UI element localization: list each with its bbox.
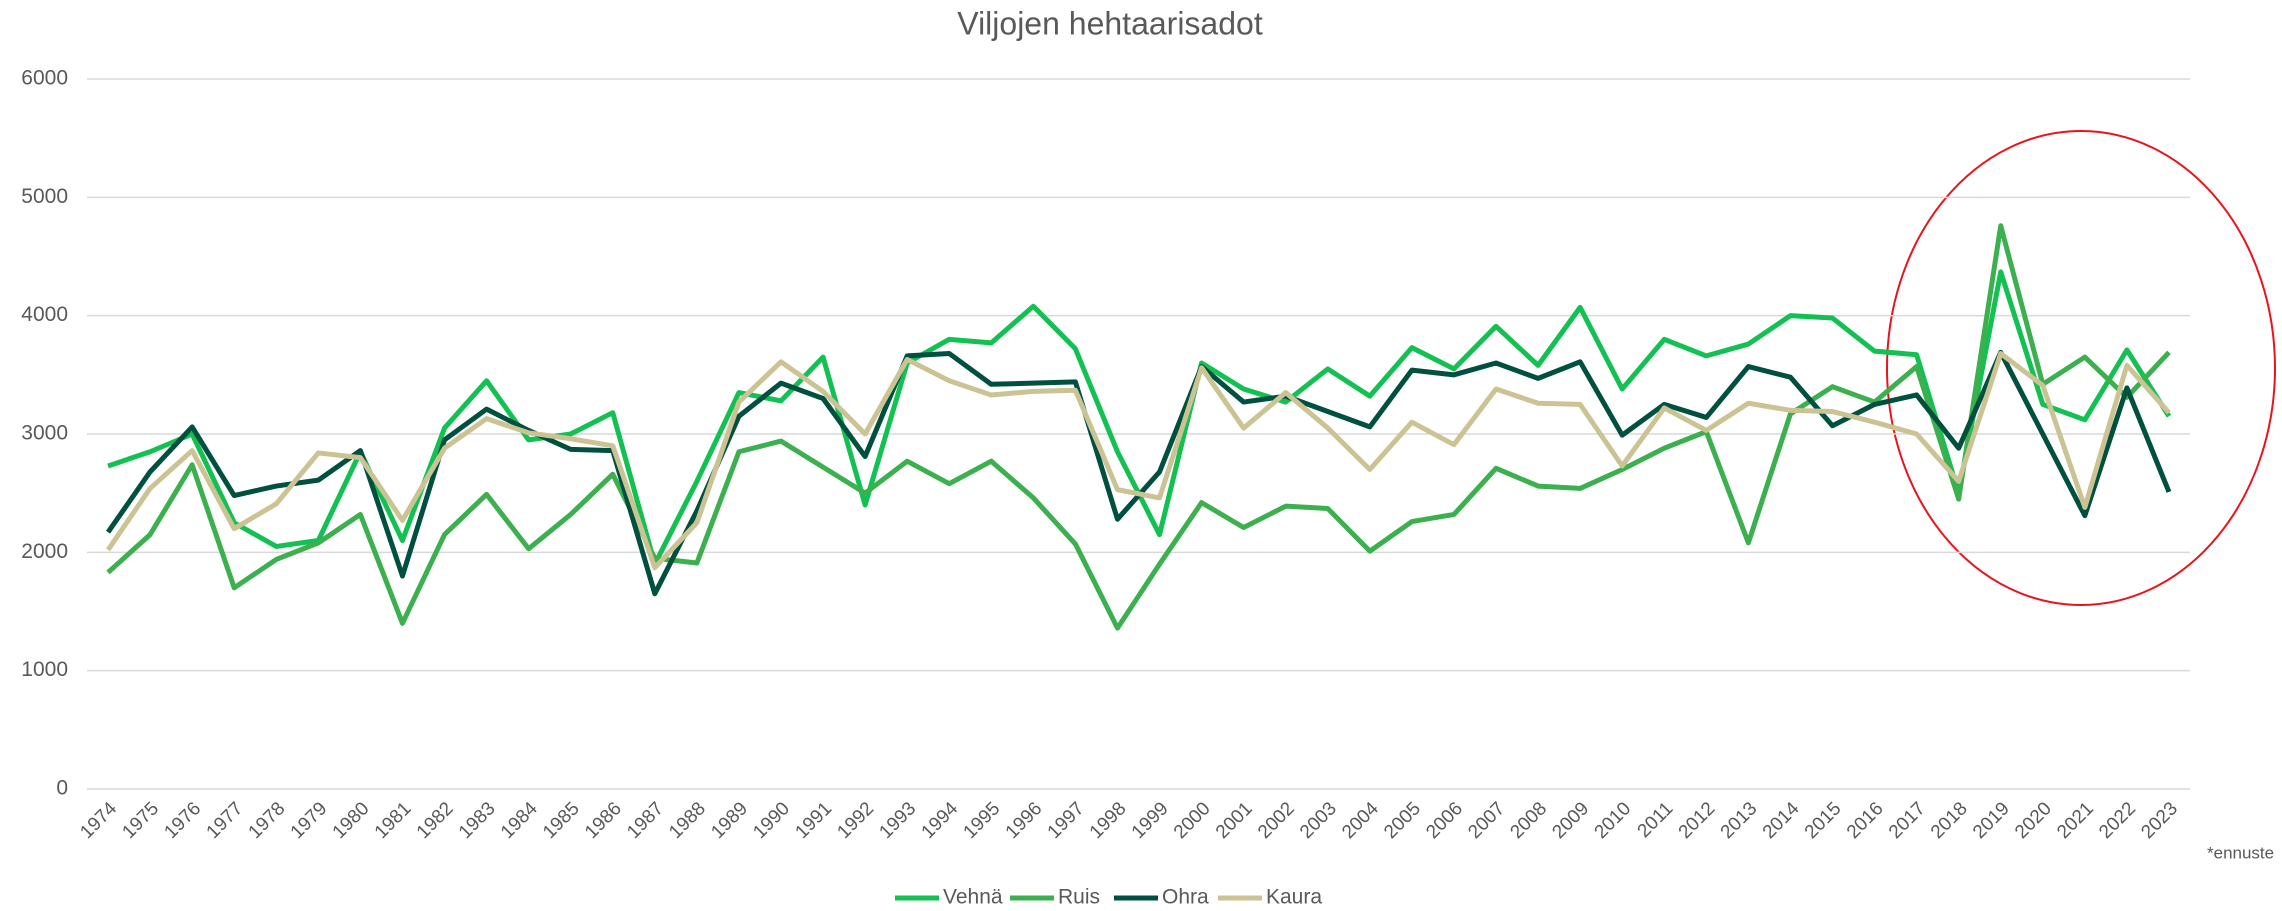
x-tick-label: 1991: [791, 798, 836, 843]
x-tick-label: 2022: [2095, 798, 2140, 843]
highlight-ellipse: [1886, 130, 2276, 606]
x-tick-label: 1980: [329, 798, 374, 843]
chart-title: Viljojen hehtaarisadot: [957, 5, 1263, 41]
x-tick-label: 2012: [1675, 798, 1720, 843]
y-tick-label: 5000: [21, 185, 68, 208]
x-tick-label: 1988: [665, 798, 710, 843]
x-tick-label: 2004: [1338, 798, 1383, 843]
y-tick-label: 2000: [21, 540, 68, 563]
y-tick-label: 1000: [21, 658, 68, 681]
x-tick-label: 1983: [455, 798, 500, 843]
x-tick-label: 2003: [1296, 798, 1341, 843]
legend-label: Vehnä: [943, 886, 1003, 909]
x-tick-label: 1981: [371, 798, 416, 843]
x-tick-label: 2015: [1801, 798, 1846, 843]
x-tick-label: 1997: [1044, 798, 1089, 843]
x-tick-label: 1989: [707, 798, 752, 843]
x-tick-label: 1978: [245, 798, 290, 843]
x-tick-label: 1974: [76, 798, 121, 843]
x-tick-label: 2019: [1969, 798, 2014, 843]
y-tick-label: 6000: [21, 67, 68, 90]
x-tick-label: 2021: [2053, 798, 2098, 843]
x-tick-label: 1987: [623, 798, 668, 843]
x-tick-label: 2013: [1717, 798, 1762, 843]
series-line: [105, 349, 2172, 597]
x-tick-label: 2020: [2011, 798, 2056, 843]
x-tick-label: 1982: [413, 798, 458, 843]
legend-label: Ohra: [1162, 886, 1209, 909]
x-tick-label: 1977: [203, 798, 248, 843]
x-tick-label: 1995: [960, 798, 1005, 843]
annotation: *ennuste: [2207, 843, 2274, 862]
x-tick-label: 2011: [1634, 798, 1678, 842]
x-tick-label: 2010: [1591, 798, 1636, 843]
x-tick-label: 1999: [1128, 798, 1173, 843]
x-tick-label: 2005: [1380, 798, 1425, 843]
x-tick-label: 2006: [1422, 798, 1467, 843]
x-tick-label: 1976: [160, 798, 205, 843]
x-tick-label: 2016: [1843, 798, 1888, 843]
y-tick-label: 4000: [21, 303, 68, 326]
x-tick-label: 2018: [1927, 798, 1972, 843]
series-line: [105, 351, 2171, 571]
x-tick-label: 2014: [1759, 798, 1804, 843]
x-tick-label: 1994: [918, 798, 963, 843]
series-line: [106, 223, 2171, 631]
x-tick-label: 1998: [1086, 798, 1131, 843]
legend-label: Ruis: [1058, 886, 1100, 909]
x-tick-label: 2007: [1464, 798, 1509, 843]
x-tick-label: 2001: [1212, 798, 1257, 843]
x-tick-label: 2009: [1548, 798, 1593, 843]
x-tick-label: 1979: [287, 798, 332, 843]
x-tick-label: 2002: [1254, 798, 1299, 843]
x-tick-label: 1986: [581, 798, 626, 843]
x-tick-label: 2017: [1885, 798, 1930, 843]
x-tick-label: 2000: [1170, 798, 1215, 843]
legend-label: Kaura: [1266, 886, 1322, 909]
x-tick-label: 1990: [749, 798, 794, 843]
x-tick-label: 2023: [2137, 798, 2182, 843]
x-tick-label: 1992: [833, 798, 878, 843]
x-tick-label: 1993: [876, 798, 921, 843]
x-tick-label: 1996: [1002, 798, 1047, 843]
x-tick-label: 2008: [1506, 798, 1551, 843]
x-tick-label: 1984: [497, 798, 542, 843]
x-tick-label: 1985: [539, 798, 584, 843]
y-tick-label: 3000: [21, 422, 68, 445]
y-tick-label: 0: [56, 777, 68, 800]
x-tick-label: 1975: [118, 798, 163, 843]
